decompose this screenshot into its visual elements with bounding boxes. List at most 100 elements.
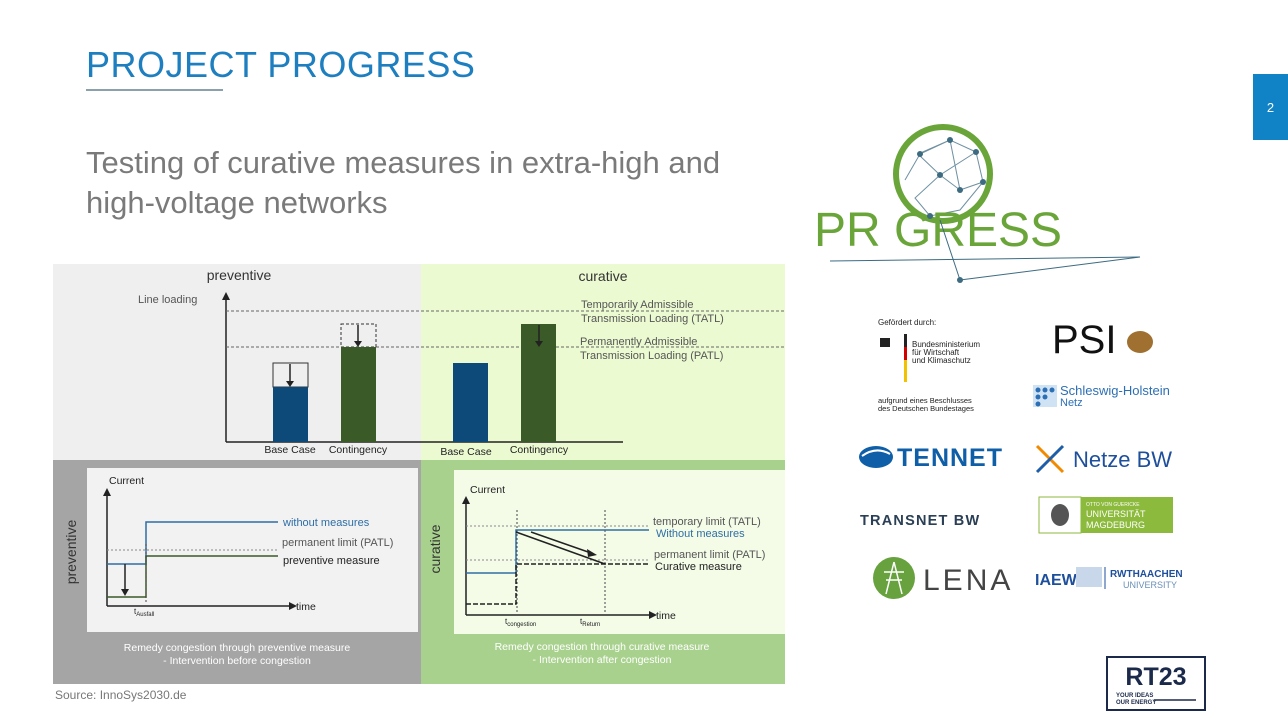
progress-baseline bbox=[939, 219, 961, 281]
rwth-line-1: RWTHAACHEN bbox=[1110, 569, 1183, 580]
tennet-wordmark: TENNET bbox=[897, 444, 1003, 472]
bar-base-case-preventive bbox=[273, 387, 308, 442]
sh-dot bbox=[1049, 387, 1055, 393]
page-title: PROJECT PROGRESS bbox=[86, 44, 476, 85]
progress-baseline bbox=[959, 256, 1141, 281]
iaew-wordmark: IAEW bbox=[1035, 572, 1078, 589]
bar-contingency-preventive bbox=[341, 347, 376, 442]
t-ausfall-label: tAusfall bbox=[134, 607, 154, 618]
rt23-tagline-2: OUR ENERGY bbox=[1116, 700, 1156, 706]
bar-arrowhead bbox=[535, 341, 543, 347]
legend-curative-measure: Curative measure bbox=[655, 561, 742, 573]
magdeburg-logo: OTTO VON GUERICKE UNIVERSITÄT MAGDEBURG bbox=[1038, 496, 1173, 534]
caption-curative-2: - Intervention after congestion bbox=[533, 654, 672, 666]
progress-ring bbox=[893, 124, 993, 224]
curative-measure-line bbox=[466, 563, 649, 605]
magdeburg-line-3: MAGDEBURG bbox=[1086, 520, 1145, 530]
preventive-side-label: preventive bbox=[63, 519, 79, 584]
lena-pylon-lines bbox=[884, 561, 904, 595]
lena-logo: LENA bbox=[873, 557, 1010, 599]
legend-patl-left: permanent limit (PATL) bbox=[282, 537, 393, 549]
sh-dot bbox=[1035, 394, 1041, 400]
bmwk-line-2: für Wirtschaft bbox=[912, 348, 960, 357]
sh-netz-line-1: Schleswig-Holstein bbox=[1060, 383, 1170, 398]
tennet-swoosh bbox=[861, 449, 891, 457]
beschluss-line-2: des Deutschen Bundestages bbox=[878, 404, 974, 413]
without-measures-line-left bbox=[107, 521, 278, 565]
progress-baseline bbox=[829, 256, 1141, 262]
netze-bw-logo: Netze BW bbox=[1035, 444, 1172, 474]
current-label-left: Current bbox=[109, 475, 144, 487]
current-label-right: Current bbox=[470, 484, 505, 496]
bar-label-base-case-cur: Base Case bbox=[440, 446, 492, 458]
bar-label-base-case-prev: Base Case bbox=[264, 444, 316, 456]
curative-heading: curative bbox=[578, 268, 627, 284]
legend-without-measures-left: without measures bbox=[282, 517, 370, 529]
bar-arrowhead bbox=[354, 341, 362, 347]
bar-label-contingency-cur: Contingency bbox=[510, 444, 569, 456]
progress-logo: PR GRESS bbox=[814, 124, 1141, 283]
psi-wordmark: PSI bbox=[1052, 318, 1116, 362]
sh-netz-line-2: Netz bbox=[1060, 397, 1083, 409]
magdeburg-line-1: OTTO VON GUERICKE bbox=[1086, 502, 1140, 508]
progress-node bbox=[973, 149, 979, 155]
t-congestion-label: tcongestion bbox=[505, 617, 536, 628]
partner-logos: PR GRESS Gefördert durch: Bundesminister… bbox=[814, 124, 1183, 599]
transnet-bw-logo: TRANSNET BW bbox=[860, 513, 980, 529]
flag-black bbox=[904, 334, 907, 347]
caption-preventive-2: - Intervention before congestion bbox=[163, 655, 311, 667]
gefoerdert-text: Gefördert durch: bbox=[878, 318, 936, 327]
curative-arrowhead bbox=[587, 549, 597, 557]
curative-arrow bbox=[530, 531, 592, 554]
y-axis-arrow-left bbox=[103, 488, 111, 496]
time-label-left: time bbox=[296, 601, 316, 613]
iaew-text-block bbox=[1076, 567, 1102, 587]
sh-dot bbox=[1035, 387, 1041, 393]
iaew-rwth-logo: IAEW RWTHAACHEN UNIVERSITY bbox=[1035, 567, 1183, 590]
x-axis-arrow-left bbox=[289, 602, 297, 610]
without-measures-line-right bbox=[466, 529, 649, 574]
bar-arrowhead bbox=[286, 381, 294, 387]
rt23-logo: RT23 YOUR IDEAS OUR ENERGY bbox=[1106, 656, 1206, 711]
patl-label-1: Permanently Admissible bbox=[580, 336, 697, 348]
flag-red bbox=[904, 347, 907, 360]
y-axis-arrow bbox=[222, 292, 230, 300]
bmwk-line-3: und Klimaschutz bbox=[912, 356, 971, 365]
progress-node bbox=[927, 213, 933, 219]
tatl-label-1: Temporarily Admissible bbox=[581, 299, 693, 311]
progress-network-lines bbox=[904, 139, 984, 217]
caption-preventive-1: Remedy congestion through preventive mea… bbox=[124, 642, 351, 654]
progress-node bbox=[937, 172, 943, 178]
source-note: Source: InnoSys2030.de bbox=[55, 688, 187, 702]
tennet-icon bbox=[859, 446, 893, 468]
progress-node bbox=[957, 187, 963, 193]
tennet-logo: TENNET bbox=[859, 444, 1003, 472]
progress-node bbox=[947, 137, 953, 143]
curative-chart-box bbox=[454, 470, 785, 634]
x-axis-arrow-right bbox=[649, 611, 657, 619]
sh-dot bbox=[1042, 387, 1048, 393]
rt23-frame bbox=[1106, 656, 1206, 711]
progress-node bbox=[957, 277, 963, 283]
slide-subtitle: Testing of curative measures in extra-hi… bbox=[86, 145, 721, 220]
curative-side-label: curative bbox=[427, 524, 443, 573]
legend-without-measures-right: Without measures bbox=[656, 528, 745, 540]
page-number-badge: 2 bbox=[1253, 74, 1288, 140]
patl-label-2: Transmission Loading (PATL) bbox=[580, 350, 723, 362]
walnut-icon bbox=[1127, 331, 1153, 353]
rt23-wordmark: RT23 bbox=[1125, 663, 1186, 691]
legend-tatl-right: temporary limit (TATL) bbox=[653, 516, 761, 528]
preventive-heading: preventive bbox=[207, 267, 272, 283]
t-return-label: tReturn bbox=[580, 617, 600, 628]
sh-dot bbox=[1042, 394, 1048, 400]
bmwk-logo: Gefördert durch: Bundesministerium für W… bbox=[878, 318, 980, 413]
psi-logo: PSI bbox=[1052, 318, 1153, 362]
guericke-face bbox=[1051, 504, 1069, 526]
bmwk-line-1: Bundesministerium bbox=[912, 340, 980, 349]
flag-gold bbox=[904, 360, 907, 382]
lena-pylon-icon bbox=[873, 557, 915, 599]
progress-node bbox=[980, 179, 986, 185]
tatl-label-2: Transmission Loading (TATL) bbox=[581, 313, 724, 325]
sh-netz-logo: Schleswig-Holstein Netz bbox=[1033, 383, 1170, 409]
curative-measures-figure: preventive curative Line loading Tempora… bbox=[53, 264, 785, 684]
